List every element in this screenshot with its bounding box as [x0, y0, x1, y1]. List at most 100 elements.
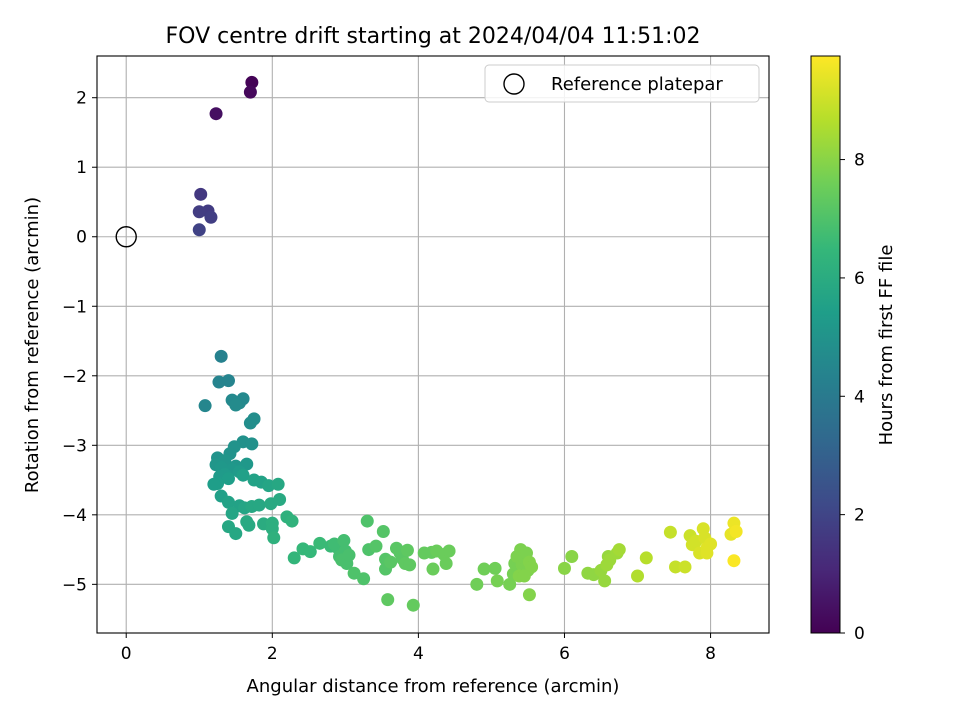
data-point: [400, 543, 414, 557]
x-tick-label: 0: [121, 644, 132, 664]
data-point: [242, 518, 256, 532]
data-point: [631, 569, 645, 583]
data-point: [384, 555, 398, 569]
colorbar-tick-label: 2: [854, 506, 865, 526]
data-point: [229, 527, 243, 541]
data-point: [477, 562, 491, 576]
data-point: [342, 548, 356, 562]
data-point: [729, 525, 743, 539]
x-axis-label: Angular distance from reference (arcmin): [247, 676, 620, 697]
data-point: [221, 495, 235, 509]
data-point: [212, 375, 226, 389]
data-points: [192, 75, 743, 612]
x-tick-label: 2: [267, 644, 278, 664]
data-point: [245, 75, 259, 89]
y-tick-label: 0: [76, 228, 87, 248]
data-point: [267, 531, 281, 545]
data-point: [406, 598, 420, 612]
data-point: [221, 374, 235, 388]
colorbar-tick-label: 8: [854, 151, 865, 171]
data-point: [243, 85, 257, 99]
data-point: [525, 560, 539, 574]
y-tick-label: −4: [62, 506, 87, 526]
data-point: [565, 550, 579, 564]
data-point: [192, 223, 206, 237]
data-point: [369, 539, 383, 553]
data-point: [381, 593, 395, 607]
y-tick-label: −1: [62, 297, 87, 317]
data-point: [204, 210, 218, 224]
data-point: [598, 574, 612, 588]
data-point: [303, 545, 317, 559]
data-point: [439, 556, 453, 570]
data-point: [262, 479, 276, 493]
data-point: [403, 558, 417, 572]
grid-lines: [97, 56, 769, 633]
data-point: [313, 536, 327, 550]
data-point: [678, 560, 692, 574]
data-point: [470, 577, 484, 591]
x-axis-ticks: 0 2 4 6 8: [121, 633, 716, 664]
data-point: [357, 572, 371, 586]
x-tick-label: 8: [705, 644, 716, 664]
colorbar: 0 2 4 6 8 Hours from first FF file: [810, 55, 897, 644]
colorbar-label: Hours from first FF file: [876, 245, 897, 446]
data-point: [287, 551, 301, 565]
data-point: [612, 543, 626, 557]
colorbar-tick-label: 6: [854, 269, 865, 289]
legend-box: [484, 64, 760, 103]
colorbar-frame: [810, 55, 841, 634]
chart-title: FOV centre drift starting at 2024/04/04 …: [166, 24, 701, 49]
y-tick-label: −2: [62, 367, 87, 387]
data-point: [639, 551, 653, 565]
data-point: [271, 477, 285, 491]
data-point: [490, 574, 504, 588]
legend-entry-reference: Reference platepar: [551, 74, 723, 95]
data-point: [192, 205, 206, 219]
data-point: [214, 349, 228, 363]
legend-marker-icon: [503, 73, 525, 95]
data-point: [207, 477, 221, 491]
plot-frame: [96, 55, 770, 634]
data-point: [194, 187, 208, 201]
data-point: [198, 399, 212, 413]
data-point: [663, 525, 677, 539]
data-point: [221, 472, 235, 486]
y-tick-label: −5: [62, 575, 87, 595]
colorbar-gradient: [811, 56, 840, 633]
data-point: [285, 514, 299, 528]
y-tick-label: 1: [76, 158, 87, 178]
data-point: [209, 107, 223, 121]
legend: Reference platepar: [484, 64, 760, 103]
data-point: [669, 560, 683, 574]
reference-point-marker: [115, 226, 137, 248]
data-point: [225, 506, 239, 520]
x-tick-label: 4: [413, 644, 424, 664]
data-point: [557, 561, 571, 575]
data-point: [517, 569, 531, 583]
colorbar-ticks: 0 2 4 6 8: [840, 151, 865, 644]
data-point: [337, 534, 351, 548]
data-point: [426, 562, 440, 576]
colorbar-tick-label: 0: [854, 624, 865, 644]
data-point: [360, 514, 374, 528]
data-point: [522, 588, 536, 602]
data-point: [245, 437, 259, 451]
y-tick-label: 2: [76, 89, 87, 109]
data-point: [376, 525, 390, 539]
data-point: [273, 493, 287, 507]
data-point: [236, 468, 250, 482]
x-tick-label: 6: [559, 644, 570, 664]
data-point: [700, 546, 714, 560]
colorbar-tick-label: 4: [854, 387, 865, 407]
y-axis-ticks: 2 1 0 −1 −2 −3 −4 −5: [62, 89, 97, 595]
y-tick-label: −3: [62, 436, 87, 456]
data-point: [243, 416, 257, 430]
y-axis-label: Rotation from reference (arcmin): [22, 197, 43, 493]
data-point: [252, 498, 266, 512]
data-point: [347, 566, 361, 580]
data-point: [488, 561, 502, 575]
data-point: [442, 544, 456, 558]
